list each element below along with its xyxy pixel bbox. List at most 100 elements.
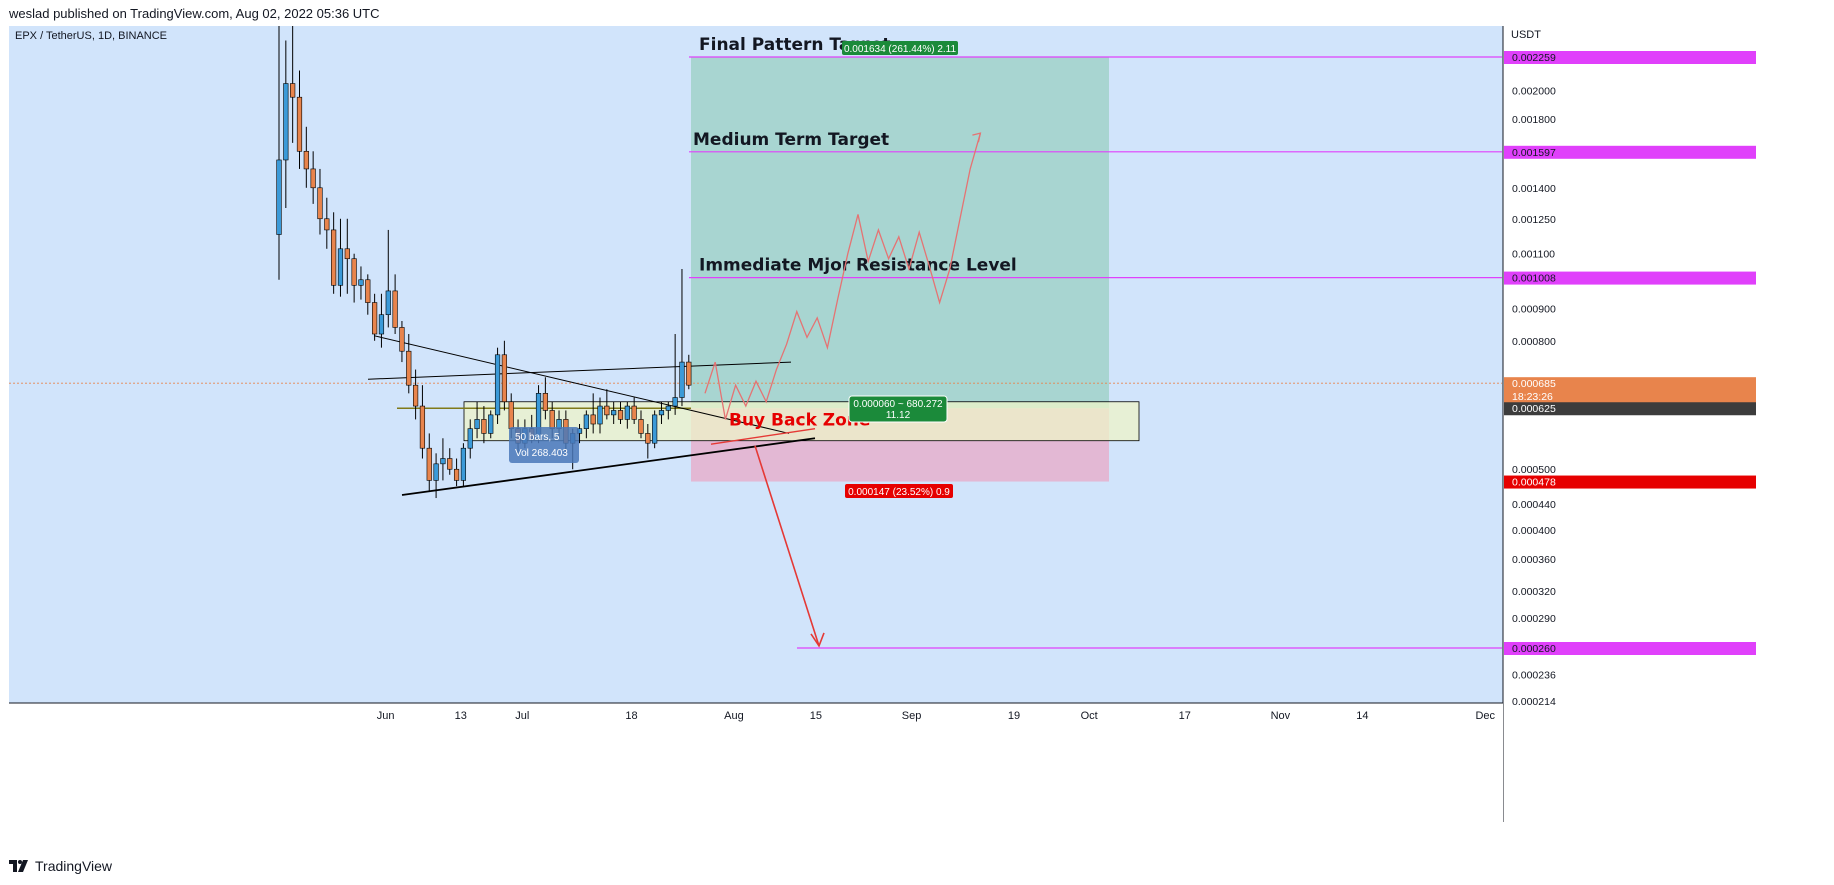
candle-body (583, 414, 589, 429)
candle (583, 410, 589, 439)
candle (406, 334, 412, 394)
time-tick: 18 (625, 710, 637, 722)
candle (617, 401, 624, 424)
candle (624, 401, 630, 429)
price-label-value: 0.000625 (1512, 403, 1556, 415)
candle (638, 410, 644, 439)
candle-body (426, 447, 432, 481)
candle (426, 433, 432, 493)
candle (665, 401, 671, 420)
price-label-bg (1504, 475, 1756, 489)
candle (399, 320, 405, 363)
price-tick: 0.000800 (1512, 336, 1556, 348)
candle (474, 401, 480, 439)
candle-body (385, 290, 391, 316)
candle-body (419, 405, 426, 449)
candle-body (324, 218, 330, 231)
down-arrow (754, 445, 820, 647)
candle-body (638, 419, 644, 434)
position-info-line2: 11.12 (886, 410, 911, 421)
price-label-bg (1504, 642, 1756, 655)
time-tick: Aug (724, 710, 744, 722)
candle-body (617, 410, 624, 420)
candle-body (453, 468, 460, 481)
tradingview-logo-icon (9, 860, 28, 872)
candle-body (296, 96, 303, 152)
time-tick: Jun (377, 710, 395, 722)
price-tick: 0.001400 (1512, 183, 1556, 195)
measure-tooltip-bg (509, 427, 579, 463)
candle (337, 218, 344, 297)
candle-body (290, 83, 296, 98)
price-tick: 0.000360 (1512, 554, 1556, 566)
projection-arrowhead (972, 132, 982, 143)
candle-body (283, 83, 289, 161)
level-label: Immediate Mjor Resistance Level (699, 256, 1017, 276)
price-label: 0.001008 (1504, 271, 1756, 285)
candle (645, 423, 651, 459)
stop-badge-text: 0.000147 (23.52%) 0.9 (848, 487, 950, 498)
candle (317, 168, 323, 235)
symbol-title: EPX / TetherUS, 1D, BINANCE (15, 30, 167, 42)
projection-path (704, 132, 982, 420)
candle-body (508, 401, 514, 429)
time-tick: 14 (1356, 710, 1368, 722)
candle-body (276, 159, 282, 235)
candle (365, 274, 371, 315)
candle-body (331, 229, 337, 286)
resistance-trendline (373, 335, 790, 434)
price-label: 0.001597 (1504, 145, 1756, 159)
candle-body (549, 410, 555, 429)
candle-body (597, 405, 603, 425)
footer: TradingView (9, 858, 112, 874)
target-badge: 0.001634 (261.44%) 2.11 (842, 41, 958, 55)
candle (331, 212, 337, 294)
candle (283, 40, 289, 209)
target-badge-bg (842, 41, 958, 55)
candle (378, 293, 385, 348)
candle (494, 347, 501, 424)
price-label: 0.000625 (1504, 402, 1756, 416)
horizontal-trendline (367, 361, 792, 380)
candle-body (440, 458, 446, 465)
candle-body (658, 410, 665, 416)
candle-body (303, 150, 309, 170)
time-tick: 19 (1008, 710, 1020, 722)
candle (276, 26, 282, 280)
position-info-line1: 0.000060 ~ 680.272 (853, 399, 943, 410)
candle (351, 253, 357, 303)
price-tick: 0.001800 (1512, 114, 1556, 126)
measure-tooltip-line1: 50 bars, 5 (515, 432, 560, 443)
candle (392, 274, 398, 335)
candle-body (310, 168, 316, 189)
time-tick: Jul (515, 710, 529, 722)
candle-body (604, 405, 610, 416)
price-tick: 0.000290 (1512, 613, 1556, 625)
price-label-value: 0.000260 (1512, 643, 1556, 655)
candle-body (686, 361, 692, 386)
candle (460, 443, 467, 487)
price-label: 0.000478 (1504, 475, 1756, 489)
price-label-countdown: 18:23:26 (1512, 391, 1553, 403)
time-tick: Nov (1271, 710, 1291, 722)
chart-area[interactable]: Final Pattern Target Medium Term Target Im… (9, 26, 1759, 822)
candle (686, 354, 692, 390)
candle-body (474, 419, 480, 429)
position-info-bg (848, 395, 948, 423)
candle (467, 419, 473, 459)
price-label: 0.000260 (1504, 642, 1756, 655)
candle (611, 401, 617, 424)
candle-body (652, 414, 658, 444)
candle-body (679, 361, 685, 398)
price-tick: 0.001100 (1512, 249, 1555, 261)
candle-body (344, 248, 350, 260)
candle-body (631, 405, 637, 420)
price-tick: 0.000500 (1512, 464, 1556, 476)
candle (344, 218, 350, 294)
publisher-header: weslad published on TradingView.com, Aug… (9, 6, 380, 21)
candle (488, 410, 494, 439)
candle (385, 229, 391, 328)
candle-body (399, 327, 405, 352)
